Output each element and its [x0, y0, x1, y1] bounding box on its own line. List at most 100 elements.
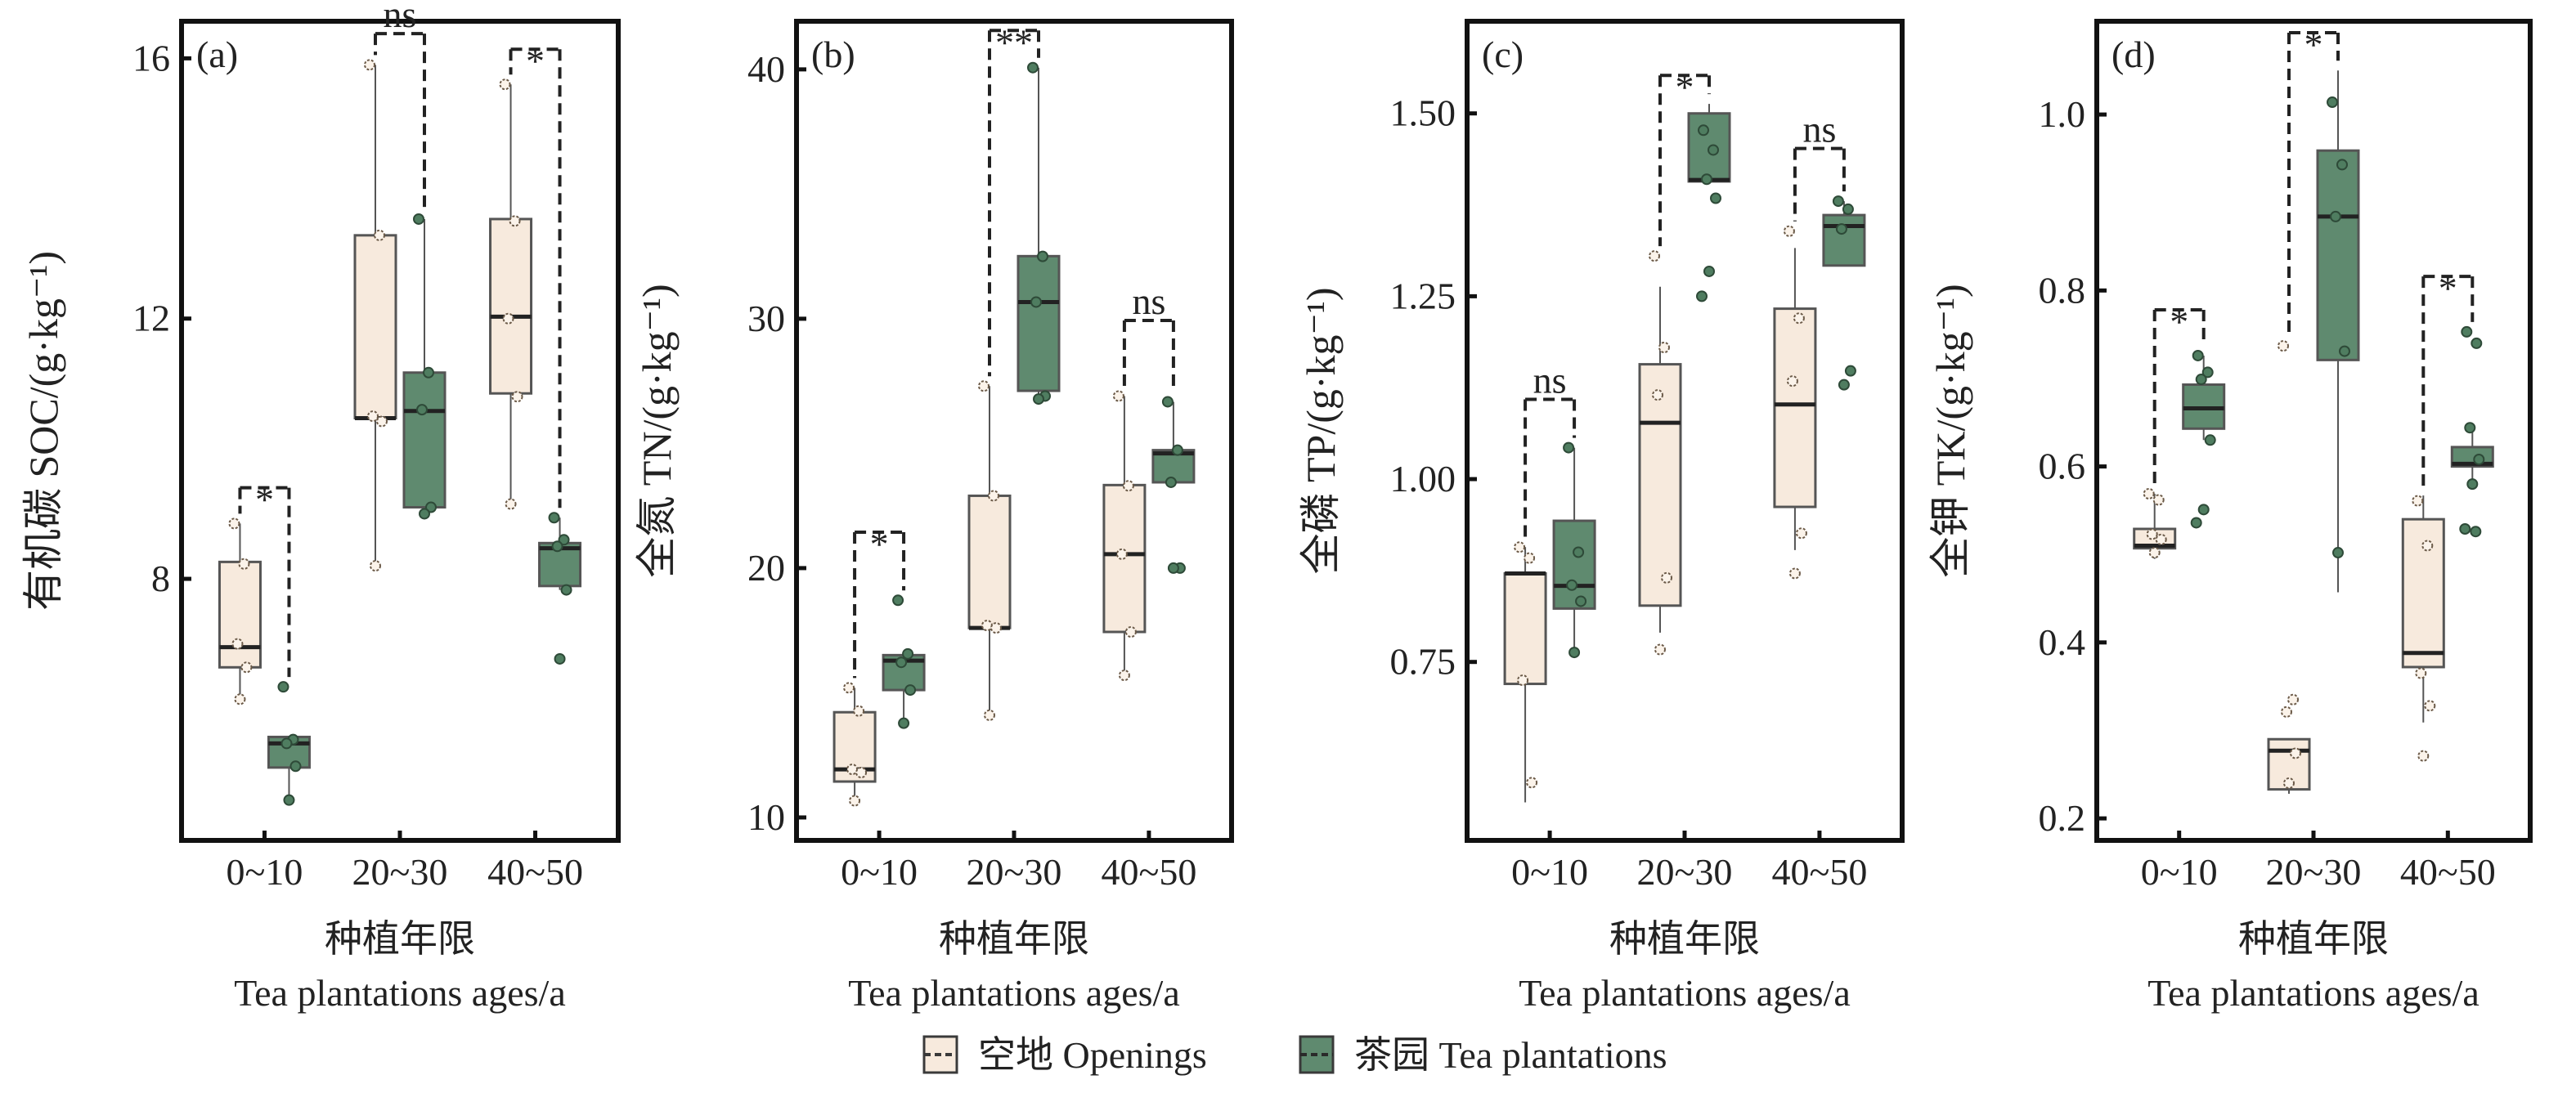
data-point [2336, 159, 2348, 171]
data-point [1524, 552, 1536, 564]
y-tick-label: 0.75 [1390, 641, 1456, 683]
panel-c: (c) 0.75 1.00 1.25 1.50 全磷 TP/(g·kg⁻¹) 0~10 20~… [1298, 19, 1905, 1014]
significance-label: * [2439, 267, 2457, 309]
panel-label: (a) [196, 34, 238, 75]
significance-bracket: * [509, 40, 562, 508]
data-point [2152, 494, 2165, 506]
data-point [1786, 375, 1798, 387]
data-point [846, 764, 859, 776]
data-point [2290, 747, 2301, 759]
data-point [367, 410, 379, 423]
data-point [2473, 453, 2485, 465]
box-openings-0 [1503, 541, 1547, 803]
data-point [1115, 548, 1128, 560]
data-point [1167, 562, 1179, 574]
data-point [1563, 441, 1575, 454]
data-point [2417, 750, 2430, 762]
data-point [2327, 96, 2338, 109]
x-axis-title-cn: 种植年限 [325, 918, 475, 960]
data-point [1793, 312, 1805, 325]
plot-frame [179, 19, 621, 843]
legend-item-tea: 茶园 Tea plantations [1299, 1034, 1667, 1076]
data-point [1568, 647, 1581, 659]
data-point [289, 760, 302, 773]
box-openings-1 [353, 59, 397, 572]
data-point [509, 215, 521, 227]
data-point [2155, 533, 2167, 545]
significance-label: * [870, 523, 889, 565]
box-iqr [218, 560, 262, 669]
data-point [228, 517, 240, 530]
data-point [1033, 393, 1044, 405]
data-point [984, 709, 995, 721]
x-tick-label: 40~50 [1101, 851, 1196, 893]
data-point [413, 213, 424, 225]
box-tea-1 [2316, 70, 2360, 593]
data-point [902, 647, 914, 660]
panel-b: (b) 10 20 30 40 全氮 TN/(g·kg⁻¹) 0~10 20~30 40~50 种… [634, 19, 1234, 1014]
data-point [990, 622, 1002, 634]
data-point [1842, 203, 1854, 215]
significance-label: * [2304, 24, 2323, 65]
data-point [895, 656, 908, 669]
legend-item-openings: 空地 Openings [922, 1034, 1207, 1076]
legend: 空地 Openings 茶园 Tea plantations [922, 1034, 1667, 1076]
data-point [855, 767, 868, 779]
significance-label: ns [1533, 360, 1567, 401]
box-openings-2 [1102, 390, 1147, 682]
data-point [2424, 700, 2436, 712]
data-point [1710, 192, 1721, 204]
significance-label: * [255, 479, 274, 521]
data-point [1658, 342, 1670, 354]
x-axis-title-cn: 种植年限 [2238, 918, 2389, 960]
x-axis-title-en: Tea plantations ages/a [1519, 972, 1851, 1014]
data-point [1575, 595, 1587, 607]
box-iqr [1822, 213, 1866, 267]
box-tea-0 [2182, 349, 2226, 529]
data-point [2415, 667, 2427, 679]
x-axis-title-cn: 种植年限 [939, 918, 1089, 960]
data-point [1514, 541, 1526, 553]
data-point [988, 490, 999, 502]
data-point [849, 795, 861, 807]
data-point [2470, 526, 2482, 538]
data-point [2190, 517, 2202, 529]
data-point [2146, 528, 2158, 540]
box-iqr [1638, 363, 1682, 607]
data-point [2148, 547, 2161, 559]
y-tick-label: 1.00 [1390, 458, 1456, 499]
data-point [1788, 567, 1801, 580]
data-point [2466, 478, 2479, 491]
y-axis-title: 全氮 TN/(g·kg⁻¹) [634, 284, 680, 577]
data-point [1795, 527, 1807, 540]
data-point [2339, 345, 2350, 357]
box-iqr [1016, 254, 1061, 392]
box-tea-1 [1687, 104, 1731, 302]
data-point [416, 404, 428, 416]
box-iqr [1503, 571, 1547, 686]
significance-bracket: * [1658, 66, 1711, 247]
data-point [2283, 777, 2295, 790]
data-point [280, 737, 293, 750]
data-point [1165, 476, 1177, 488]
box-openings-0 [832, 682, 877, 807]
data-point [978, 380, 990, 392]
significance-label: ns [384, 0, 417, 35]
data-point [1783, 225, 1795, 237]
box-tea-2 [1151, 396, 1196, 574]
x-tick-label: 0~10 [2141, 851, 2218, 893]
significance-bracket: ns [1793, 109, 1846, 222]
data-point [1122, 480, 1134, 492]
data-point [231, 638, 244, 650]
data-point [1835, 223, 1847, 235]
significance-label: ns [1132, 280, 1165, 322]
data-point [277, 681, 289, 693]
panel-label: (d) [2112, 34, 2156, 75]
data-point [898, 717, 910, 729]
box-openings-0 [218, 517, 262, 706]
data-point [1112, 390, 1124, 402]
significance-bracket: * [238, 479, 291, 678]
data-point [234, 693, 246, 706]
data-point [1573, 546, 1585, 558]
